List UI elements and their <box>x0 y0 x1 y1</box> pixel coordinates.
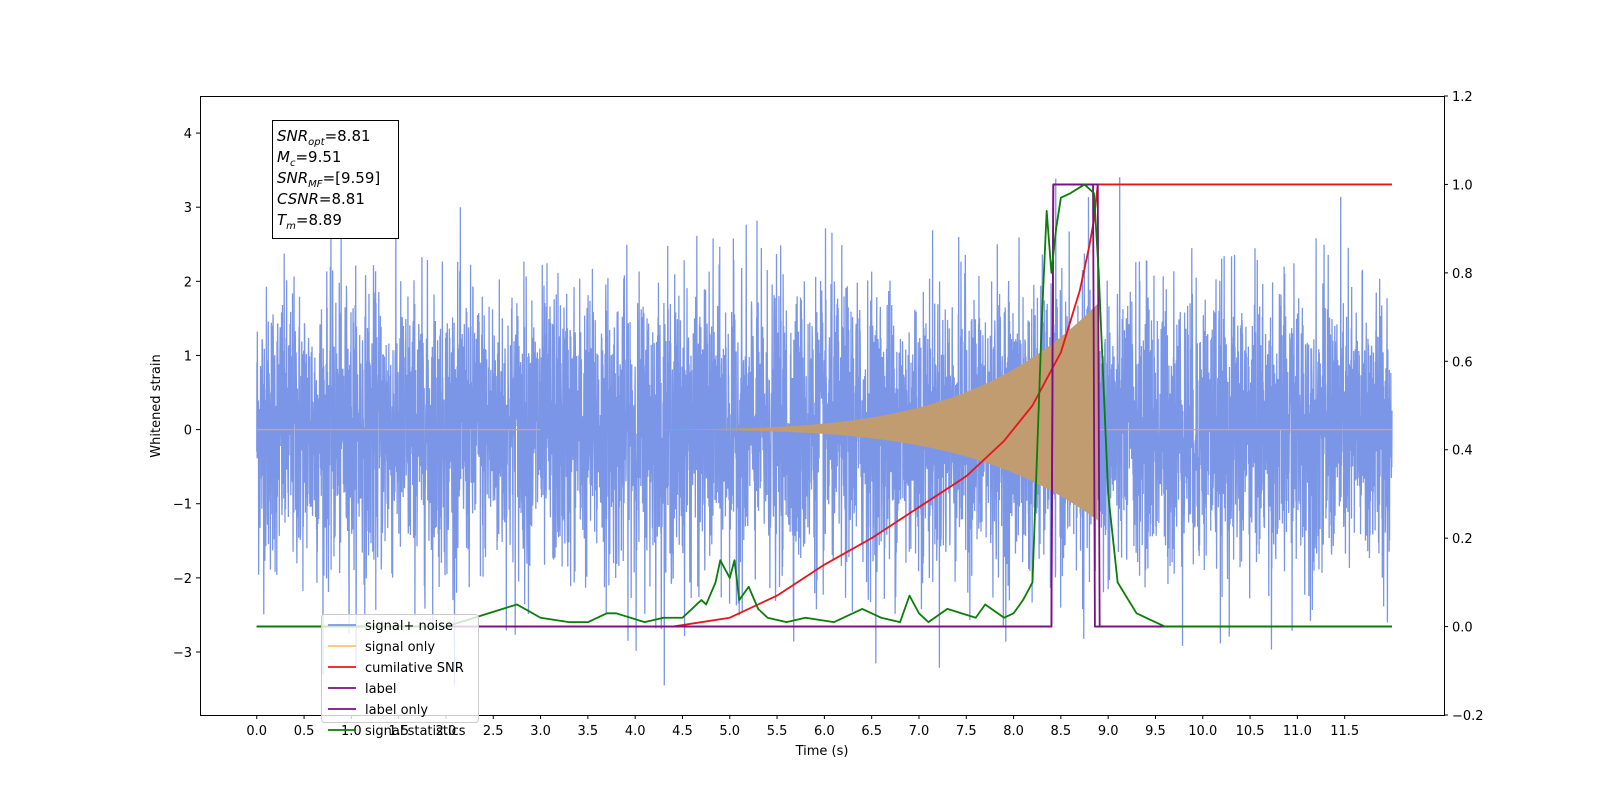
stat-name: M <box>277 148 290 166</box>
y-right-tick-label: 1.0 <box>1452 178 1473 193</box>
stat-line: Mc=9.51 <box>277 148 341 169</box>
series-signal-noise <box>256 177 1393 686</box>
legend-entry: signal only <box>365 640 435 655</box>
stat-value: =8.81 <box>325 127 371 145</box>
stat-line: SNRMF=[9.59] <box>277 169 380 190</box>
y-right-tick-label: 0.2 <box>1452 532 1473 547</box>
stat-name: CSNR <box>277 190 319 208</box>
y-tick-label: 4 <box>184 127 192 142</box>
stat-value: =8.89 <box>296 211 342 229</box>
stat-line: Tm=8.89 <box>277 211 342 232</box>
y-right-tick-label: −0.2 <box>1452 709 1484 724</box>
x-tick-label: 11.5 <box>1330 724 1359 739</box>
y-right-tick-label: 0.0 <box>1452 621 1473 636</box>
stat-value: =[9.59] <box>323 169 381 187</box>
x-tick-label: 0.5 <box>294 724 315 739</box>
x-tick-label: 10.5 <box>1236 724 1265 739</box>
x-tick-label: 2.5 <box>483 724 504 739</box>
x-tick-label: 6.0 <box>814 724 835 739</box>
legend-entry: label only <box>365 703 428 718</box>
y-axis-label: Whitened strain <box>149 354 164 457</box>
x-tick-label: 11.0 <box>1283 724 1312 739</box>
x-tick-label: 3.0 <box>530 724 551 739</box>
stat-value: =8.81 <box>319 190 365 208</box>
x-tick-label: 1.5 <box>388 724 409 739</box>
y-right-tick-label: 0.6 <box>1452 355 1473 370</box>
legend-frame <box>321 614 479 723</box>
legend-entry: signal statistics <box>365 724 466 739</box>
x-tick-label: 0.0 <box>246 724 267 739</box>
y-tick-label: 1 <box>184 349 192 364</box>
y-tick-label: −3 <box>173 646 192 661</box>
stat-subscript: m <box>286 221 296 232</box>
x-tick-label: 8.0 <box>1003 724 1024 739</box>
stat-value: =9.51 <box>295 148 341 166</box>
stats-box: SNRopt=8.81Mc=9.51SNRMF=[9.59]CSNR=8.81T… <box>272 120 399 239</box>
x-axis: 0.0 0.5 1.0 1.5 2.0 2.5 3.0 3.5 4.0 4.5 5.0 5.5 6.0 6… <box>246 715 1359 739</box>
y-right-tick-label: 1.2 <box>1452 90 1473 105</box>
series-cumulative-snr <box>672 183 1392 628</box>
x-tick-label: 4.5 <box>672 724 693 739</box>
series-label <box>256 183 1392 628</box>
stat-subscript: MF <box>308 179 323 190</box>
x-tick-label: 5.0 <box>719 724 740 739</box>
x-tick-label: 3.5 <box>578 724 599 739</box>
x-tick-label: 8.5 <box>1051 724 1072 739</box>
y-tick-label: −1 <box>173 498 192 513</box>
y-tick-label: 0 <box>184 424 192 439</box>
y-right-tick-label: 0.8 <box>1452 267 1473 282</box>
series-signal-statistics <box>256 183 1392 628</box>
legend-entry: signal+ noise <box>365 619 453 634</box>
series-signal-only-envelope <box>540 303 1098 521</box>
y-axis-right: −0.2 0.0 0.2 0.4 0.6 0.8 1.0 1.2 <box>1444 90 1484 724</box>
x-tick-label: 2.0 <box>436 724 457 739</box>
x-tick-label: 9.5 <box>1145 724 1166 739</box>
x-axis-label: Time (s) <box>795 744 849 759</box>
x-tick-label: 7.0 <box>909 724 930 739</box>
x-tick-label: 1.0 <box>341 724 362 739</box>
stat-subscript: c <box>290 158 296 169</box>
stat-line: CSNR=8.81 <box>277 190 365 208</box>
stat-name: SNR <box>277 127 308 145</box>
x-tick-label: 10.0 <box>1188 724 1217 739</box>
x-tick-label: 6.5 <box>861 724 882 739</box>
x-tick-label: 4.0 <box>625 724 646 739</box>
x-tick-label: 7.5 <box>956 724 977 739</box>
y-tick-label: 2 <box>184 275 192 290</box>
stat-name: SNR <box>277 169 308 187</box>
y-axis-left: −3 −2 −1 0 1 2 3 4 <box>173 127 200 661</box>
x-tick-label: 9.0 <box>1098 724 1119 739</box>
plot-area <box>256 177 1393 686</box>
y-right-tick-label: 0.4 <box>1452 444 1473 459</box>
y-tick-label: −2 <box>173 572 192 587</box>
legend-entry: cumilative SNR <box>365 661 464 676</box>
legend: signal+ noise signal only cumilative SNR la… <box>321 614 479 739</box>
stats-box-frame <box>272 120 399 239</box>
stat-line: SNRopt=8.81 <box>277 127 371 148</box>
stat-subscript: opt <box>308 137 325 148</box>
legend-entry: label <box>365 682 396 697</box>
x-tick-label: 5.5 <box>767 724 788 739</box>
axes-frame <box>200 96 1445 716</box>
stat-name: T <box>277 211 288 229</box>
y-tick-label: 3 <box>184 201 192 216</box>
